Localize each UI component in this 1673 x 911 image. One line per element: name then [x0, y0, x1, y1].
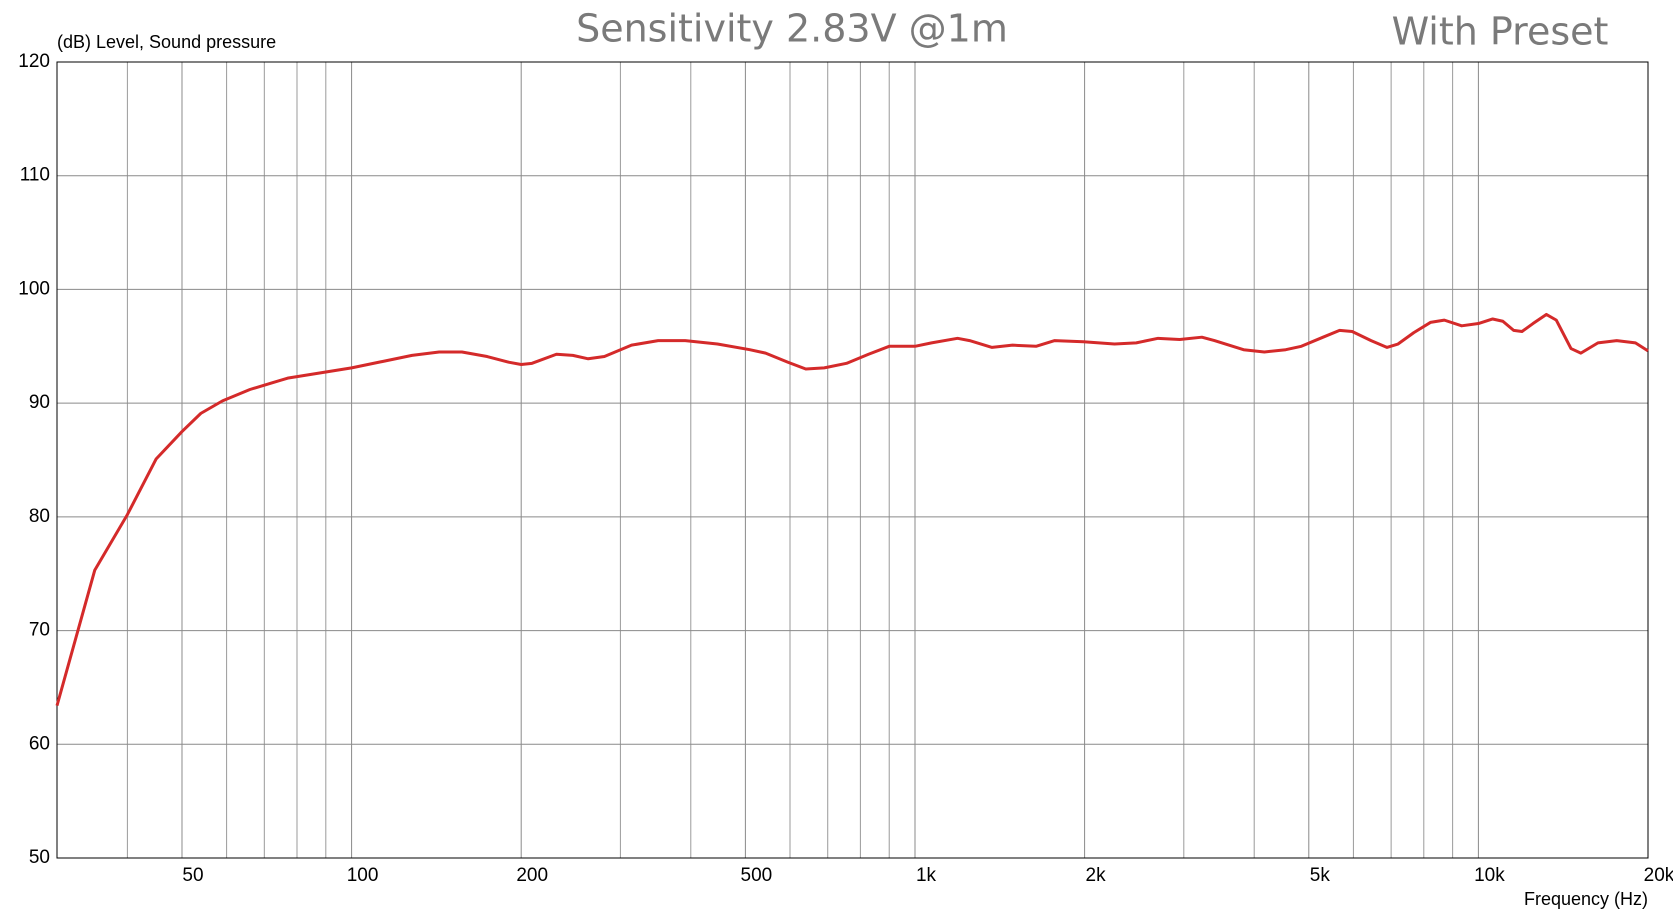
x-tick-label: 500 [741, 865, 773, 886]
x-tick-label: 10k [1474, 865, 1505, 886]
y-tick-label: 50 [29, 847, 50, 868]
y-tick-label: 120 [18, 51, 50, 72]
x-tick-label: 1k [916, 865, 937, 886]
y-tick-label: 80 [29, 506, 50, 527]
x-tick-label: 100 [347, 865, 379, 886]
y-tick-label: 70 [29, 620, 50, 641]
chart-title: Sensitivity 2.83V @1m [576, 7, 1008, 51]
x-tick-label: 5k [1310, 865, 1331, 886]
y-tick-label: 90 [29, 392, 50, 413]
y-tick-label: 60 [29, 733, 50, 754]
y-tick-label: 100 [18, 278, 50, 299]
x-tick-label: 20k [1644, 865, 1673, 886]
plot-frame [56, 61, 1649, 859]
x-tick-label: 200 [516, 865, 548, 886]
y-axis-label: (dB) Level, Sound pressure [57, 32, 276, 52]
x-tick-label: 2k [1086, 865, 1107, 886]
plot-area [57, 62, 1648, 858]
y-tick-label: 110 [20, 165, 50, 186]
x-tick-label: 50 [182, 865, 203, 886]
x-axis-label: Frequency (Hz) [1524, 889, 1648, 909]
series-line [55, 312, 1649, 707]
chart-subtitle: With Preset [1392, 10, 1609, 54]
